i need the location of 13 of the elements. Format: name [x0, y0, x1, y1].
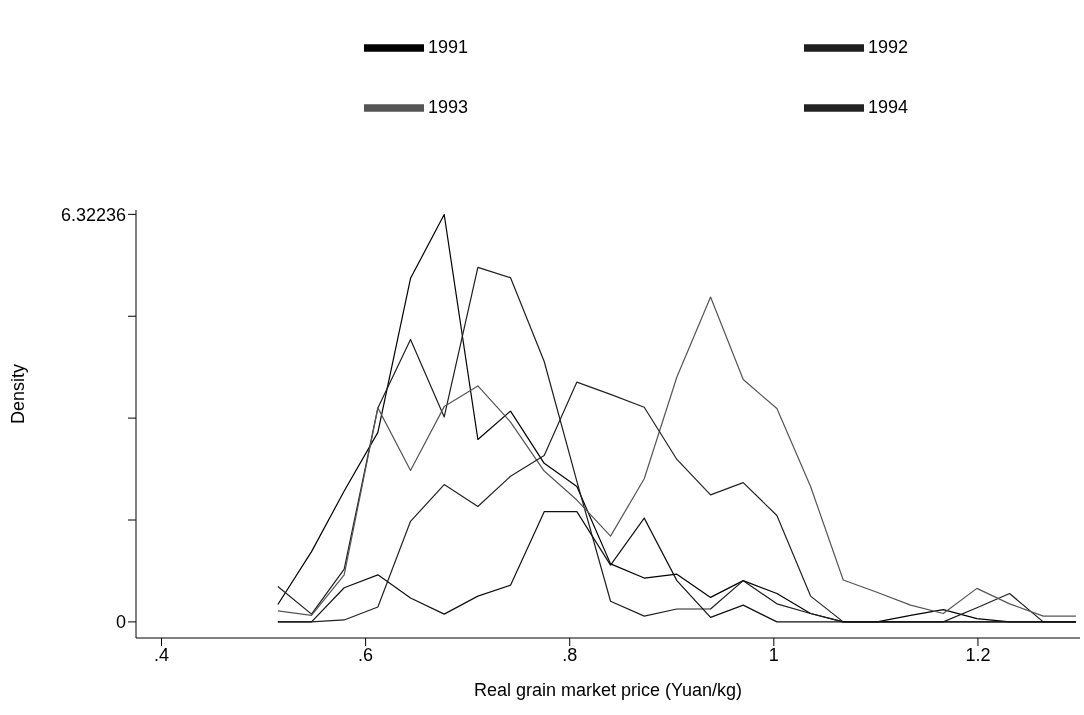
x-tick-label: 1	[768, 644, 779, 665]
x-tick-label: .8	[562, 644, 578, 665]
legend-label: 1993	[427, 96, 469, 117]
x-tick-label: .4	[154, 644, 170, 665]
x-tick-label: 1.2	[965, 644, 991, 665]
y-tick-label: 0	[115, 612, 126, 633]
x-tick-label: .6	[358, 644, 374, 665]
x-axis-title: Real grain market price (Yuan/kg)	[473, 680, 743, 700]
legend-label: 1994	[867, 96, 909, 117]
legend-label: 1992	[867, 36, 909, 57]
legend-label: 1991	[427, 36, 469, 57]
y-axis-title: Density	[8, 363, 29, 424]
y-tick-label: 6.32236	[60, 204, 126, 225]
